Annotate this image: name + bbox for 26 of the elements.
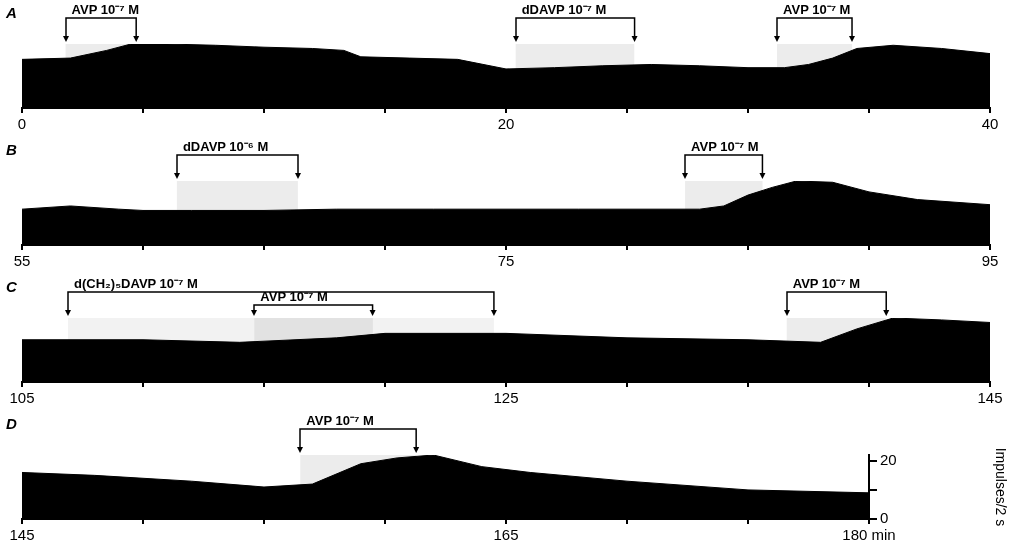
band-label: AVP 10⁻⁷ M [691,139,759,154]
chart-title: A [5,4,17,21]
x-tick-label: 95 [981,252,999,270]
x-tick-label: 145 [9,526,35,544]
x-tick-label: 125 [493,389,519,407]
band-label: AVP 10⁻⁷ M [783,2,851,17]
x-tick-label: 145 [977,389,1003,407]
chart-title: D [6,415,17,432]
chart-title: C [6,278,18,295]
y-axis-title: Impulses/2 s [992,447,1009,527]
chart-title: B [6,141,17,158]
band-label: dDAVP 10⁻⁷ M [521,2,607,17]
x-tick-label: 55 [13,252,31,270]
band-label: d(CH₂)₅DAVP 10⁻⁷ M [73,276,198,291]
x-tick-label: 165 [493,526,519,544]
band-label: AVP 10⁻⁷ M [792,276,861,291]
x-tick-label: 180 min [842,526,896,544]
x-tick-label: 40 [981,115,999,133]
band-label: dDAVP 10⁻⁶ M [182,139,269,154]
x-tick-label: 20 [497,115,515,133]
x-tick-label: 75 [497,252,515,270]
band-label: AVP 10⁻⁷ M [260,289,328,304]
x-tick-label: 0 [17,115,27,133]
band-label: AVP 10⁻⁷ M [71,2,139,17]
band-label: AVP 10⁻⁷ M [306,413,374,428]
x-tick-label: 105 [9,389,35,407]
